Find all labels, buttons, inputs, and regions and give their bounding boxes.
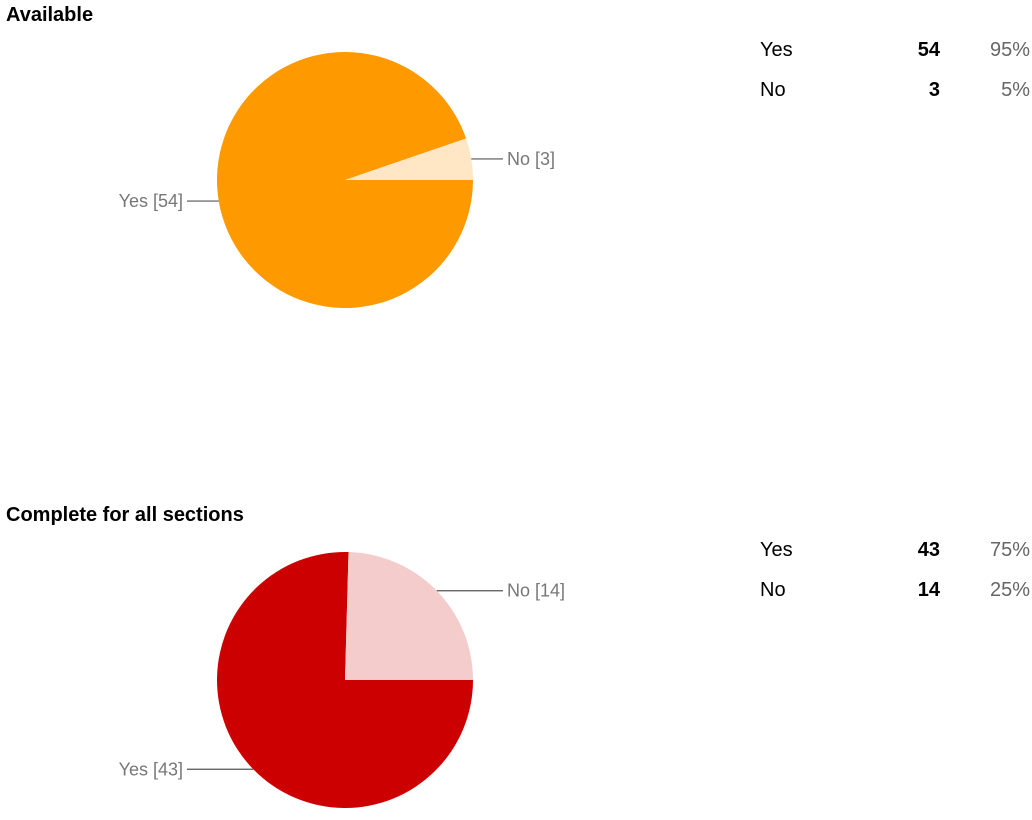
summary-count: 14 [917, 578, 940, 601]
summary-percent: 25% [989, 578, 1030, 601]
summary-percent: 95% [989, 38, 1030, 61]
summary-percent: 75% [989, 538, 1030, 561]
summary-row-no: No 14 25% [760, 570, 1030, 610]
slice-label: No [3] [507, 149, 555, 169]
summary-table: Yes 54 95% No 3 5% [760, 30, 1030, 110]
summary-row-yes: Yes 54 95% [760, 30, 1030, 70]
summary-label: Yes [760, 538, 793, 561]
summary-table: Yes 43 75% No 14 25% [760, 530, 1030, 610]
chart-section-complete: Complete for all sections Yes [43] No [14… [0, 500, 1032, 820]
chart-section-available: Available Yes [54] No [3] Yes 54 95% No 3… [0, 0, 1032, 320]
summary-percent: 5% [1001, 78, 1030, 101]
slice-label: Yes [43] [119, 759, 183, 779]
summary-count: 3 [928, 78, 940, 101]
summary-row-yes: Yes 43 75% [760, 530, 1030, 570]
pie-slice-no [345, 552, 473, 680]
pie-chart-complete: Yes [43] No [14] [119, 552, 565, 808]
summary-count: 54 [917, 38, 940, 61]
slice-label: No [14] [507, 581, 565, 601]
summary-label: No [760, 78, 786, 101]
chart-title: Available [6, 4, 94, 26]
chart-title: Complete for all sections [6, 504, 244, 526]
summary-label: No [760, 578, 786, 601]
summary-label: Yes [760, 38, 793, 61]
summary-count: 43 [917, 538, 940, 561]
summary-row-no: No 3 5% [760, 70, 1030, 110]
slice-label: Yes [54] [119, 191, 183, 211]
pie-slice-no [345, 138, 473, 180]
pie-chart-available: Yes [54] No [3] [119, 52, 555, 308]
